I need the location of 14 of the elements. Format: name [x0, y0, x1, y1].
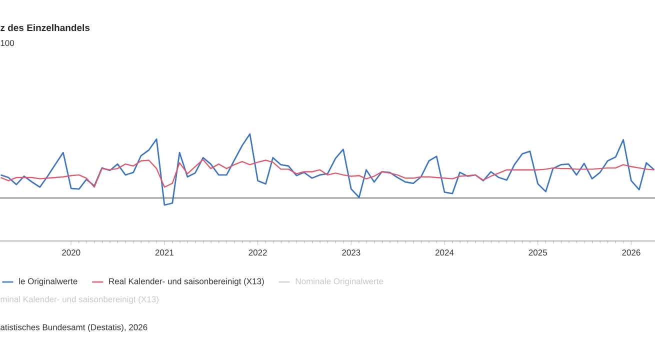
- text: minal Kalender- und saisonbereinigt (X13): [0, 296, 158, 304]
- legend-label: Real Kalender- und saisonbereinigt (X13): [109, 278, 264, 286]
- text: atistisches Bundesamt (Destatis), 2026: [0, 324, 148, 332]
- x-tick-label: 2024: [435, 250, 454, 256]
- x-tick-label: 2022: [248, 250, 267, 256]
- chart-title: z des Einzelhandels: [0, 24, 90, 32]
- legend-label: le Originalwerte: [19, 278, 78, 286]
- chart-subtitle: 100: [0, 40, 14, 46]
- x-tick-label: 2020: [62, 250, 80, 256]
- x-tick-label: 2023: [342, 250, 360, 256]
- x-tick-label: 2021: [155, 250, 174, 256]
- x-tick-label: 2026: [622, 250, 640, 256]
- text: Nominale Originalwerte: [296, 278, 384, 286]
- x-tick-label: 2025: [528, 250, 547, 256]
